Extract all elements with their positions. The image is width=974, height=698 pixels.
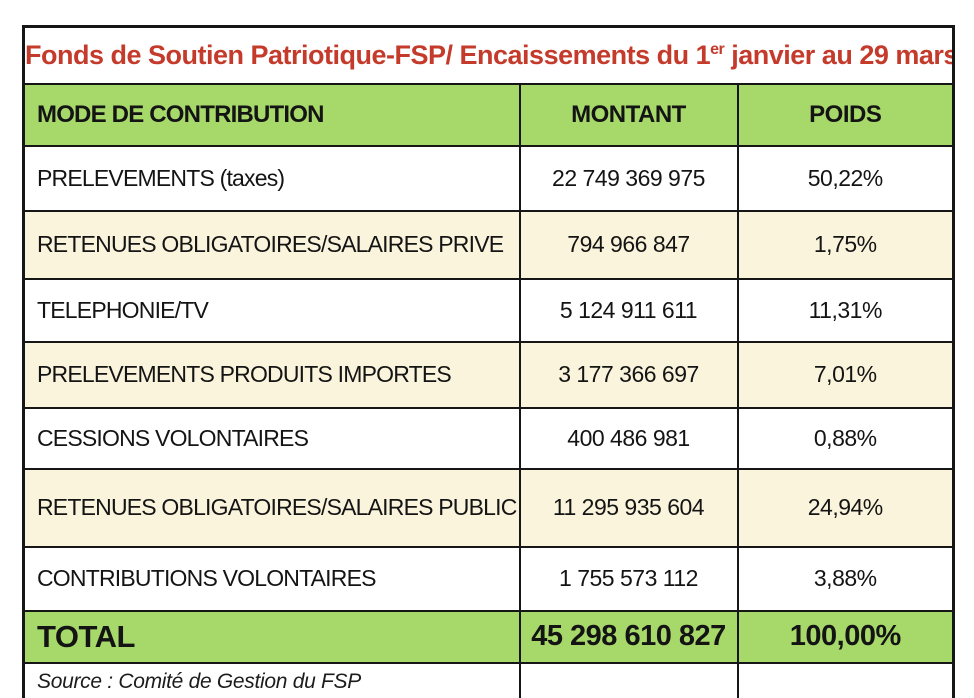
- source-note: Source : Comité de Gestion du FSP: [22, 661, 521, 698]
- row-montant-value: 3 177 366 697: [518, 340, 739, 409]
- table-title-row: Fonds de Soutien Patriotique-FSP/ Encais…: [22, 25, 955, 85]
- row-montant-value: 22 749 369 975: [518, 144, 739, 212]
- row-poids-value: 11,31%: [736, 277, 955, 343]
- col-header-montant: MONTANT: [518, 82, 739, 147]
- row-mode-label: PRELEVEMENTS PRODUITS IMPORTES: [22, 340, 521, 409]
- row-poids-value: 3,88%: [736, 545, 955, 612]
- col-header-poids: POIDS: [736, 82, 955, 147]
- table-row: TELEPHONIE/TV 5 124 911 611 11,31%: [22, 277, 955, 343]
- row-mode-label: RETENUES OBLIGATOIRES/SALAIRES PRIVE: [22, 209, 521, 280]
- table-row: PRELEVEMENTS (taxes) 22 749 369 975 50,2…: [22, 144, 955, 212]
- row-mode-label: CESSIONS VOLONTAIRES: [22, 406, 521, 470]
- total-poids-value: 100,00%: [736, 609, 955, 664]
- row-poids-value: 50,22%: [736, 144, 955, 212]
- fsp-contributions-table: Fonds de Soutien Patriotique-FSP/ Encais…: [22, 25, 955, 698]
- row-montant-value: 1 755 573 112: [518, 545, 739, 612]
- row-poids-value: 7,01%: [736, 340, 955, 409]
- table-row: PRELEVEMENTS PRODUITS IMPORTES 3 177 366…: [22, 340, 955, 409]
- row-mode-label: TELEPHONIE/TV: [22, 277, 521, 343]
- title-superscript: er: [710, 40, 725, 58]
- row-poids-value: 0,88%: [736, 406, 955, 470]
- row-mode-label: RETENUES OBLIGATOIRES/SALAIRES PUBLIC: [22, 467, 521, 548]
- row-mode-label: CONTRIBUTIONS VOLONTAIRES: [22, 545, 521, 612]
- table-title: Fonds de Soutien Patriotique-FSP/ Encais…: [22, 25, 955, 85]
- total-montant-value: 45 298 610 827: [518, 609, 739, 664]
- source-empty-cell: [736, 661, 955, 698]
- table-source-row: Source : Comité de Gestion du FSP: [22, 661, 955, 698]
- table-total-row: TOTAL 45 298 610 827 100,00%: [22, 609, 955, 664]
- title-part2: janvier au 29 mars 2026: [731, 39, 954, 70]
- table-row: RETENUES OBLIGATOIRES/SALAIRES PRIVE 794…: [22, 209, 955, 280]
- row-montant-value: 5 124 911 611: [518, 277, 739, 343]
- total-label: TOTAL: [22, 609, 521, 664]
- row-poids-value: 1,75%: [736, 209, 955, 280]
- row-montant-value: 11 295 935 604: [518, 467, 739, 548]
- table-row: CONTRIBUTIONS VOLONTAIRES 1 755 573 112 …: [22, 545, 955, 612]
- col-header-mode: MODE DE CONTRIBUTION: [22, 82, 521, 147]
- row-montant-value: 400 486 981: [518, 406, 739, 470]
- title-part1: Fonds de Soutien Patriotique-FSP/ Encais…: [25, 39, 711, 70]
- table-header-row: MODE DE CONTRIBUTION MONTANT POIDS: [22, 82, 955, 147]
- row-montant-value: 794 966 847: [518, 209, 739, 280]
- row-mode-label: PRELEVEMENTS (taxes): [22, 144, 521, 212]
- source-empty-cell: [518, 661, 739, 698]
- table-row: RETENUES OBLIGATOIRES/SALAIRES PUBLIC 11…: [22, 467, 955, 548]
- table-row: CESSIONS VOLONTAIRES 400 486 981 0,88%: [22, 406, 955, 470]
- row-poids-value: 24,94%: [736, 467, 955, 548]
